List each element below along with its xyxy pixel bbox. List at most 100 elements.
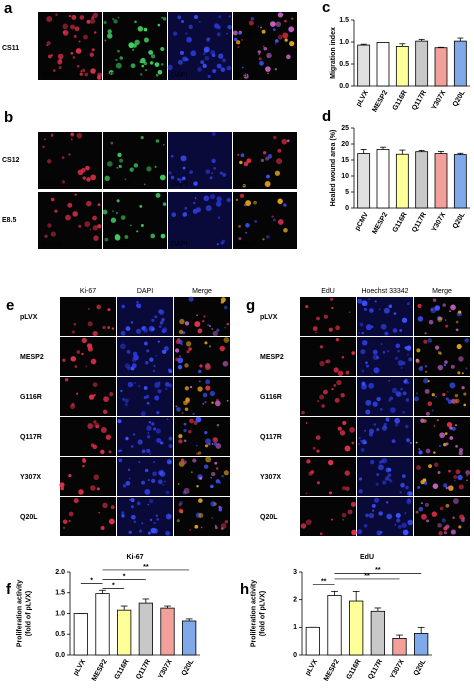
cell	[70, 138, 73, 141]
micrograph	[102, 192, 167, 249]
cell	[451, 399, 456, 404]
cell	[133, 163, 139, 168]
cell	[418, 448, 421, 450]
cell	[75, 48, 82, 54]
cell	[351, 529, 357, 536]
cell	[202, 63, 207, 69]
cell	[387, 419, 390, 422]
cell	[387, 467, 392, 472]
cell	[226, 322, 230, 326]
micrograph	[233, 132, 297, 189]
cell	[192, 458, 197, 463]
cell	[72, 56, 76, 59]
cell	[189, 529, 192, 531]
cell	[141, 480, 146, 485]
cell	[425, 370, 428, 373]
cell	[62, 519, 68, 525]
cell	[192, 412, 195, 416]
cell	[236, 40, 241, 45]
cell	[376, 530, 382, 536]
cell	[427, 380, 430, 383]
cell	[257, 25, 260, 28]
cell	[117, 49, 120, 53]
cell	[401, 317, 408, 323]
cell	[177, 15, 182, 20]
panel-letter: f	[6, 581, 12, 598]
cell	[439, 506, 444, 511]
cell	[144, 488, 151, 495]
cell	[115, 58, 118, 62]
cell	[322, 389, 328, 395]
cell	[76, 392, 79, 395]
cell	[465, 367, 468, 370]
cell	[370, 325, 374, 329]
cell	[415, 510, 419, 514]
micrograph	[60, 337, 116, 376]
cell	[386, 350, 389, 353]
cell	[457, 474, 463, 481]
cell	[431, 409, 434, 412]
cell	[70, 132, 75, 137]
cell	[134, 381, 137, 384]
cell	[368, 428, 375, 434]
cell	[190, 471, 193, 474]
cell	[127, 366, 131, 371]
cell	[271, 215, 274, 218]
cell	[359, 322, 364, 327]
cell	[348, 311, 351, 314]
cell	[239, 193, 244, 198]
cell	[402, 391, 407, 396]
column-label: Ki-67	[80, 288, 96, 295]
row-label: MESP2	[20, 354, 44, 361]
cell	[214, 524, 217, 527]
cell	[402, 529, 409, 536]
cell	[328, 327, 333, 332]
cell	[155, 139, 160, 143]
micrograph	[357, 377, 413, 416]
cell	[387, 473, 392, 478]
cell	[165, 530, 171, 536]
significance-label: **	[143, 564, 149, 571]
x-tick-label: Q117R	[411, 211, 428, 233]
cell	[200, 60, 205, 65]
cell	[415, 441, 418, 444]
bar	[434, 47, 448, 87]
cell	[406, 381, 410, 385]
cell	[379, 460, 383, 464]
cell	[157, 69, 163, 75]
cell	[203, 52, 206, 56]
column-label: SOX10	[41, 181, 64, 188]
cell	[198, 20, 201, 23]
cell	[144, 468, 149, 473]
cell	[127, 381, 134, 388]
cell	[148, 50, 154, 55]
cell	[130, 514, 136, 520]
cell	[445, 503, 450, 508]
cell	[70, 51, 74, 55]
cell	[172, 31, 178, 36]
cell	[424, 502, 429, 507]
cell	[211, 158, 216, 164]
cell	[245, 200, 252, 206]
cell	[366, 364, 369, 368]
cell	[124, 178, 127, 181]
cell	[466, 479, 468, 482]
cell	[416, 348, 421, 353]
cell	[177, 482, 180, 485]
micrograph	[117, 457, 173, 496]
cell	[110, 141, 114, 145]
annotation: NT	[243, 33, 253, 40]
cell	[84, 221, 91, 228]
cell	[102, 209, 108, 215]
cell	[177, 357, 184, 364]
row-label: pLVX	[260, 314, 278, 321]
cell	[100, 525, 105, 530]
cell	[44, 138, 46, 141]
cell	[193, 181, 198, 186]
panel-letter: h	[240, 581, 249, 598]
cell	[210, 194, 216, 200]
bar	[305, 626, 320, 656]
y-tick-label: 1.0	[55, 610, 65, 617]
bar	[138, 602, 153, 656]
micrograph	[60, 497, 116, 536]
